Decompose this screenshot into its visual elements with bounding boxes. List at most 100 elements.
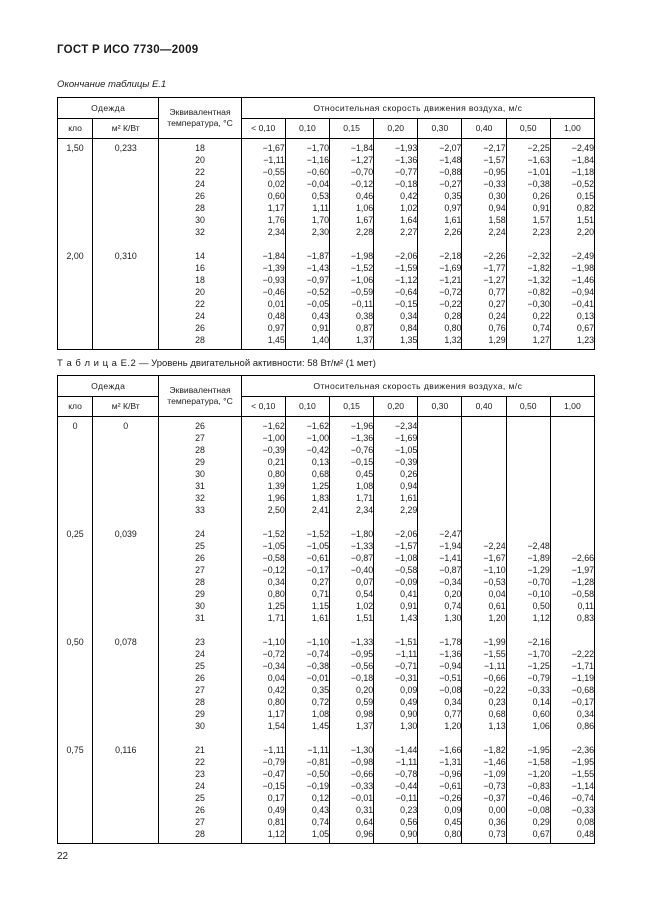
pmv-value-cell: −1,32 [505,274,551,286]
pmv-value-cell: −2,18 [417,250,462,262]
pmv-value-cell: −1,11 [461,660,507,672]
table-row: 28 −0,39 −0,42 −0,76 −1,05 [56,444,595,456]
velocity-column-header: < 0,10 [240,396,286,417]
spacer-cell [461,624,507,636]
velocity-column-header: 0,50 [505,396,551,417]
m2kw-value-cell [92,768,159,780]
pmv-value-cell: 0,74 [505,322,551,334]
clo-value-cell [56,432,93,444]
pmv-value-cell: 1,25 [284,480,330,492]
clo-value-cell [56,154,93,166]
spacer-cell [461,732,507,744]
pmv-value-cell: −1,62 [240,416,286,432]
clo-value-cell [56,708,93,720]
pmv-value-cell: −0,83 [505,780,551,792]
pmv-value-cell: −0,22 [417,298,462,310]
spacer-cell [505,238,551,250]
pmv-value-cell: 2,29 [373,504,418,516]
pmv-value-cell: −1,52 [284,528,330,540]
pmv-value-cell: 0,74 [284,816,330,828]
pmv-value-cell: −0,42 [284,444,330,456]
m2kw-value-cell [92,262,159,274]
table-row: 0,50 0,078 23 −1,10 −1,10 −1,33 −1,51 −1,78 −1,9… [56,636,595,648]
temperature-cell: 24 [158,178,242,190]
table-row: 33 2,50 2,41 2,34 2,29 [56,504,595,516]
m2kw-value-cell [92,274,159,286]
pmv-value-cell: 0,34 [417,696,462,708]
clo-value-cell [56,166,93,178]
pmv-value-cell: 0,59 [328,696,374,708]
spacer-cell [158,238,242,250]
pmv-value-cell [417,492,462,504]
pmv-value-cell: −1,62 [284,416,330,432]
m2kw-value-cell: 0 [92,416,159,432]
table-row: 25 0,17 0,12 −0,01 −0,11 −0,26 −0,37 −0,46 −0,74 [56,792,595,804]
clo-value-cell [56,612,93,624]
pmv-value-cell: −1,10 [284,636,330,648]
spacer-cell [417,516,462,528]
pmv-value-cell: −0,50 [284,768,330,780]
clo-value-cell [56,552,93,564]
spacer-cell [158,516,242,528]
m2kw-value-cell [92,756,159,768]
pmv-value-cell: −1,18 [549,166,595,178]
pmv-value-cell: 0,60 [240,190,286,202]
pmv-value-cell: 2,34 [328,504,374,516]
spacer-cell [505,732,551,744]
pmv-value-cell: −0,34 [240,660,286,672]
pmv-value-cell: 0,77 [417,708,462,720]
pmv-value-cell: −1,44 [373,744,418,756]
pmv-value-cell: −0,39 [373,456,418,468]
pmv-value-cell [549,504,595,516]
m2kw-value-cell [92,298,159,310]
pmv-value-cell: −0,88 [417,166,462,178]
pmv-value-cell: 0,98 [328,708,374,720]
pmv-value-cell: 0,91 [373,600,418,612]
clo-column-header: кло [56,396,93,417]
pmv-value-cell: 0,56 [373,816,418,828]
pmv-value-cell [417,444,462,456]
table-row: 24 0,02 −0,04 −0,12 −0,18 −0,27 −0,33 −0,38 −0,5… [56,178,595,190]
pmv-value-cell: 1,06 [505,720,551,732]
block-spacer-row [56,516,595,528]
pmv-value-cell [505,492,551,504]
pmv-value-cell: 1,83 [284,492,330,504]
table-e1-header: Одежда Эквивалентная температура, °С Отн… [56,97,595,139]
pmv-value-cell: −0,44 [373,780,418,792]
pmv-value-cell: −0,01 [284,672,330,684]
pmv-value-cell: −0,70 [328,166,374,178]
spacer-cell [158,624,242,636]
pmv-value-cell: −0,79 [240,756,286,768]
table-row: 26 0,97 0,91 0,87 0,84 0,80 0,76 0,74 0,67 [56,322,595,334]
pmv-value-cell: 1,20 [417,720,462,732]
pmv-value-cell: −1,82 [461,744,507,756]
temperature-cell: 28 [158,696,242,708]
clo-value-cell: 0,25 [56,528,93,540]
clo-value-cell [56,202,93,214]
pmv-value-cell: −0,17 [549,696,595,708]
pmv-value-cell [461,480,507,492]
pmv-value-cell [505,468,551,480]
pmv-value-cell: −2,25 [505,138,551,154]
pmv-value-cell: −1,67 [461,552,507,564]
clo-value-cell [56,226,93,238]
pmv-value-cell: −0,11 [373,792,418,804]
pmv-value-cell [505,444,551,456]
velocity-column-header: 0,30 [417,396,462,417]
pmv-value-cell: 2,34 [240,226,286,238]
spacer-cell [56,624,93,636]
pmv-value-cell: −0,94 [549,286,595,298]
pmv-value-cell: −2,32 [505,250,551,262]
pmv-value-cell: 1,71 [240,612,286,624]
pmv-value-cell: −1,00 [284,432,330,444]
pmv-value-cell: −0,46 [240,286,286,298]
m2kw-value-cell: 0,078 [92,636,159,648]
pmv-value-cell: 0,67 [505,828,551,844]
table-e2: Одежда Эквивалентная температура, °С Отн… [56,375,595,844]
spacer-cell [373,624,418,636]
temperature-cell: 28 [158,334,242,350]
temperature-cell: 25 [158,792,242,804]
pmv-value-cell: −0,10 [505,588,551,600]
pmv-value-cell: 1,20 [461,612,507,624]
